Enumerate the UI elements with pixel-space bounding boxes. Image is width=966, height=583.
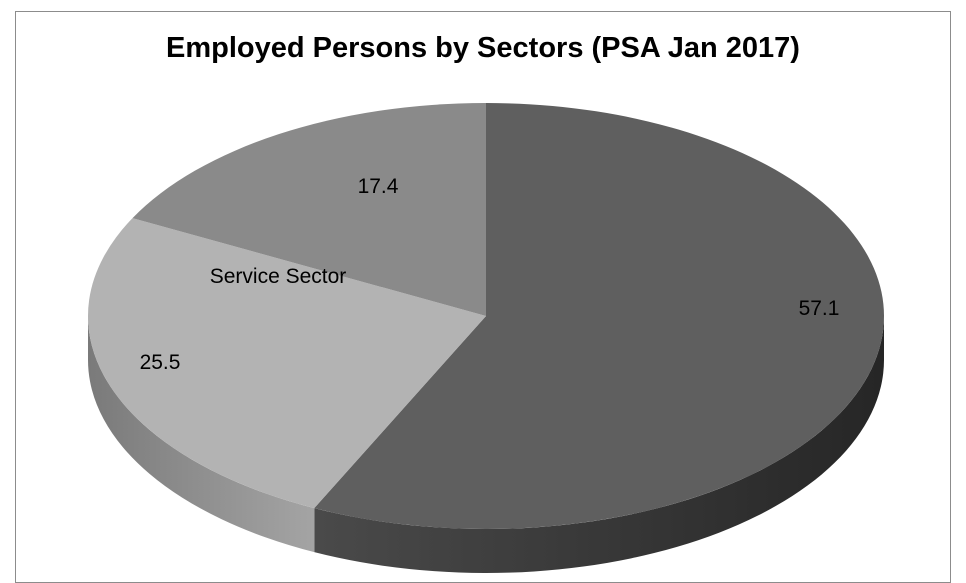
- pie-slice-2: [132, 103, 486, 316]
- chart-title: Employed Persons by Sectors (PSA Jan 201…: [166, 32, 800, 64]
- pie-slice-side-0: [314, 316, 884, 573]
- pie-value-label-0: 57.1: [799, 297, 840, 320]
- pie-slice-1: [87, 218, 486, 509]
- pie-value-label-1: 25.5: [140, 351, 181, 374]
- pie-slice-0: [314, 103, 884, 529]
- pie-slice-side-1: [88, 316, 315, 553]
- pie-category-label-1: Service Sector: [210, 265, 347, 288]
- pie-value-label-2: 17.4: [358, 175, 399, 198]
